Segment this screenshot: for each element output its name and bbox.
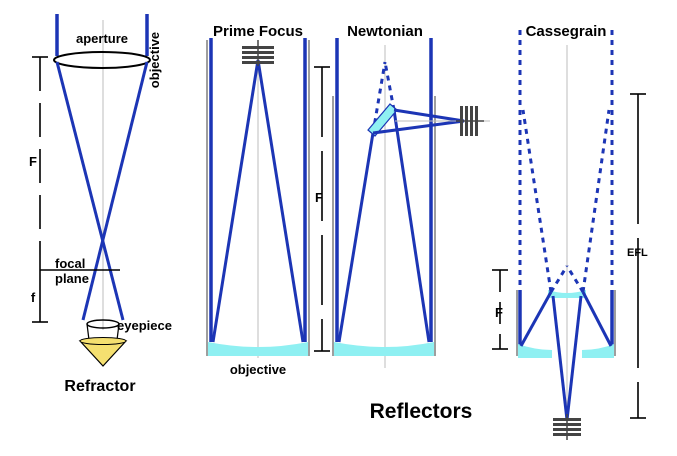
cassegrain-secondary-mirror-icon xyxy=(548,290,586,298)
cassegrain-virtual-ray-3 xyxy=(549,265,569,293)
refractor-objective-label: objective xyxy=(147,32,162,88)
newtonian-detector-icon xyxy=(456,106,484,136)
cassegrain-virtual-ray-2 xyxy=(581,109,611,293)
eyepiece-barrel-right xyxy=(116,323,120,341)
cassegrain-ray-2 xyxy=(581,291,613,347)
refractor-F-label: F xyxy=(29,154,37,169)
newtonian-primary-mirror-icon xyxy=(334,342,434,356)
focal-plane-label-line1: focal xyxy=(55,256,85,271)
newtonian-title: Newtonian xyxy=(347,23,423,40)
cassegrain-virtual-ray-4 xyxy=(565,265,585,293)
newtonian-F-label: F xyxy=(315,190,323,205)
cassegrain-virtual-ray-1 xyxy=(521,109,553,293)
objective-lens-icon xyxy=(53,51,151,69)
refractor-ray-2 xyxy=(81,61,149,321)
newtonian-ray-1 xyxy=(337,132,375,343)
cassegrain-primary-mirror-left-icon xyxy=(518,344,552,358)
prime-focus-ray-2 xyxy=(256,59,305,343)
newtonian-reflected-ray-1 xyxy=(372,119,465,135)
focal-plane-label-line2: plane xyxy=(55,271,89,286)
cassegrain-diagram xyxy=(492,30,646,440)
reflectors-title: Reflectors xyxy=(370,400,473,423)
prime-focus-diagram xyxy=(206,38,310,358)
cassegrain-ray-1 xyxy=(519,291,553,347)
prime-focus-objective-label: objective xyxy=(230,362,286,377)
cassegrain-detector-icon xyxy=(553,414,581,440)
newtonian-ray-2 xyxy=(392,109,431,343)
cassegrain-ray-4 xyxy=(565,295,583,421)
newtonian-reflected-ray-2 xyxy=(393,108,465,123)
refractor-ray-1 xyxy=(55,61,125,321)
cassegrain-primary-mirror-right-icon xyxy=(582,344,614,358)
eyepiece-barrel-left xyxy=(86,323,90,341)
prime-focus-title: Prime Focus xyxy=(213,23,303,40)
prime-focus-ray-1 xyxy=(211,59,260,343)
cassegrain-ray-3 xyxy=(551,295,569,421)
cassegrain-EFL-label: EFL xyxy=(627,247,648,259)
eyepiece-label: eyepiece xyxy=(117,318,172,333)
refractor-title: Refractor xyxy=(64,378,135,395)
refractor-diagram xyxy=(32,14,151,367)
refractor-f-label: f xyxy=(31,290,36,305)
cassegrain-F-label: F xyxy=(495,305,503,320)
aperture-label: aperture xyxy=(76,31,128,46)
newtonian-virtual-ray-2 xyxy=(383,61,396,111)
cassegrain-title: Cassegrain xyxy=(526,23,607,40)
newtonian-diagram xyxy=(314,38,490,368)
prime-focus-detector-icon xyxy=(242,40,274,66)
prime-focus-mirror-icon xyxy=(208,342,308,356)
eyepiece-top xyxy=(79,337,127,345)
